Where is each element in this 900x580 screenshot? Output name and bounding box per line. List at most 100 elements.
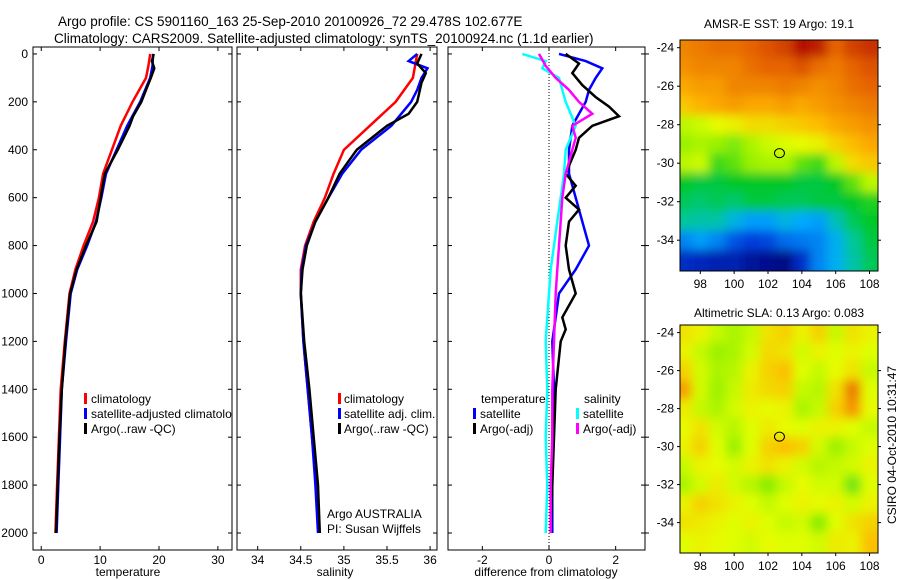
y-tick-label: 1400: [1, 382, 28, 396]
lat-tick-label: -34: [657, 516, 675, 530]
heatmap-cell: [810, 380, 829, 401]
heatmap-cell: [844, 40, 863, 59]
heatmap-cell: [742, 437, 761, 458]
heatmap-cell: [793, 494, 812, 515]
heatmap-cell: [691, 134, 710, 155]
heatmap-cell: [691, 418, 710, 439]
heatmap-cell: [861, 230, 878, 251]
heatmap-cell: [810, 115, 829, 136]
legend-label: Argo(-adj): [583, 422, 636, 436]
heatmap-cell: [776, 172, 795, 194]
heatmap-cell: [691, 361, 710, 382]
heatmap-cell: [742, 134, 761, 155]
sst-map: 98 100 102 104 106 108 -24 -26 -28 -30 -32 -34: [657, 39, 881, 291]
heatmap-cell: [691, 76, 710, 97]
heatmap-cell: [708, 342, 727, 363]
heatmap-cell: [680, 172, 693, 194]
lat-tick-label: -30: [657, 440, 675, 454]
heatmap-cell: [827, 456, 846, 477]
heatmap-cell: [776, 361, 795, 382]
heatmap-cell: [827, 115, 846, 136]
heatmap-cell: [725, 361, 744, 382]
y-tick-label: 1600: [1, 430, 28, 444]
heatmap-cell: [827, 342, 846, 363]
heatmap-cell: [680, 380, 693, 401]
heatmap-cell: [844, 342, 863, 363]
title-line-1: Argo profile: CS 5901160_163 25-Sep-2010…: [58, 14, 522, 29]
heatmap-cell: [680, 115, 693, 136]
heatmap-cell: [759, 134, 778, 155]
heatmap-cell: [708, 40, 727, 59]
heatmap-cell: [725, 134, 744, 155]
x-tick-label: 20: [152, 553, 166, 567]
heatmap-cell: [776, 153, 795, 174]
heatmap-cell: [776, 211, 795, 232]
heatmap-cell: [810, 57, 829, 78]
heatmap-cell: [810, 532, 829, 553]
heatmap-cell: [793, 172, 812, 194]
heatmap-cell: [810, 134, 829, 155]
heatmap-cell: [861, 249, 878, 271]
heatmap-cell: [810, 475, 829, 496]
heatmap-cell: [793, 380, 812, 401]
heatmap-cell: [776, 325, 795, 344]
heatmap-cell: [844, 361, 863, 382]
heatmap-cell: [759, 76, 778, 97]
lat-tick-label: -32: [657, 195, 675, 209]
heatmap-cell: [708, 513, 727, 534]
heatmap-cell: [776, 40, 795, 59]
heatmap-cell: [708, 134, 727, 155]
heatmap-cell: [793, 95, 812, 117]
lat-tick-label: -28: [657, 402, 675, 416]
heatmap-cell: [725, 172, 744, 194]
heatmap-cell: [810, 40, 829, 59]
heatmap-cell: [759, 342, 778, 363]
heatmap-cell: [793, 475, 812, 496]
heatmap-cell: [691, 380, 710, 401]
heatmap-cell: [810, 494, 829, 515]
lat-tick-label: -26: [657, 79, 675, 93]
heatmap-cell: [844, 153, 863, 174]
heatmap-cell: [810, 418, 829, 439]
heatmap-cell: [691, 456, 710, 477]
heatmap-cell: [861, 76, 878, 97]
heatmap-cell: [810, 230, 829, 251]
heatmap-cell: [844, 380, 863, 401]
heatmap-cell: [691, 57, 710, 78]
lat-tick-label: -24: [657, 41, 675, 55]
heatmap-cell: [793, 361, 812, 382]
heatmap-cell: [810, 325, 829, 344]
heatmap-cell: [725, 513, 744, 534]
footer-timestamp: CSIRO 04-Oct-2010 10:31:47: [885, 366, 899, 524]
legend-swatch-argo: [338, 423, 341, 434]
lon-tick-label: 100: [724, 559, 744, 573]
heatmap-cell: [725, 532, 744, 553]
heatmap-cell: [759, 192, 778, 213]
lat-tick-label: -24: [657, 326, 675, 340]
heatmap-cell: [793, 399, 812, 420]
heatmap-cell: [680, 475, 693, 496]
plot-frame: [236, 46, 438, 551]
heatmap-cell: [759, 153, 778, 174]
x-tick-label: 30: [211, 553, 225, 567]
heatmap-cell: [691, 437, 710, 458]
heatmap-cell: [759, 95, 778, 117]
heatmap-cell: [776, 192, 795, 213]
heatmap-cell: [827, 249, 846, 271]
series-salinity-argo-adj-: [537, 53, 595, 533]
heatmap-cell: [793, 437, 812, 458]
heatmap-cell: [759, 456, 778, 477]
y-tick-label: 400: [8, 143, 28, 157]
heatmap-cell: [708, 76, 727, 97]
heatmap-cell: [708, 172, 727, 194]
heatmap-cell: [708, 399, 727, 420]
heatmap-cell: [725, 57, 744, 78]
heatmap-cell: [827, 230, 846, 251]
heatmap-cell: [844, 57, 863, 78]
temperature-panel: 0 10 20 30 0 200 400 600 800 1000 1200 1400 1600 1800…: [1, 46, 233, 567]
sst-map-title: AMSR-E SST: 19 Argo: 19.1: [704, 17, 854, 31]
heatmap-cell: [827, 494, 846, 515]
lon-tick-label: 102: [758, 277, 778, 291]
legend-label: satellite: [480, 407, 521, 421]
heatmap-cell: [810, 95, 829, 117]
